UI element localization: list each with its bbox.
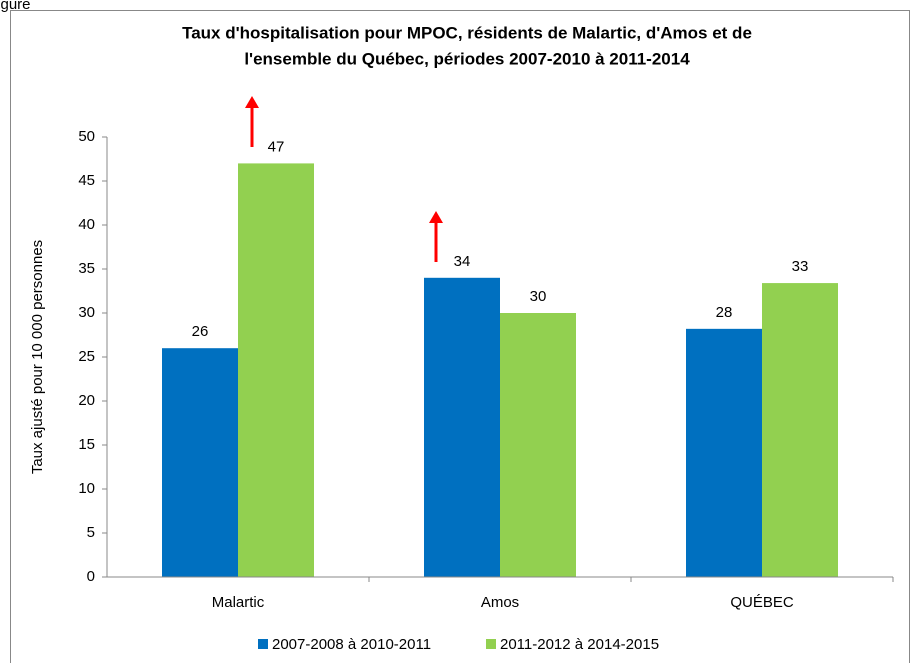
bar <box>762 283 838 577</box>
value-label: 26 <box>192 323 209 340</box>
value-label: 47 <box>268 138 285 155</box>
chart-title: l'ensemble du Québec, périodes 2007-2010… <box>244 49 690 68</box>
chart-title: Taux d'hospitalisation pour MPOC, réside… <box>182 23 752 42</box>
legend-label: 2011-2012 à 2014-2015 <box>500 636 659 653</box>
chart-border <box>10 10 910 663</box>
bar <box>162 348 238 577</box>
figure-label: Figure <box>0 0 31 13</box>
y-axis-label: Taux ajusté pour 10 000 personnes <box>29 240 46 474</box>
y-tick-label: 5 <box>87 524 95 541</box>
arrow-head <box>245 96 259 108</box>
value-label: 30 <box>530 288 547 305</box>
value-label: 28 <box>716 304 733 321</box>
y-tick-label: 45 <box>78 172 95 189</box>
bar <box>500 313 576 577</box>
value-label: 34 <box>454 253 471 270</box>
legend-swatch <box>258 639 268 649</box>
y-tick-label: 30 <box>78 304 95 321</box>
bar <box>686 328 762 577</box>
y-tick-label: 20 <box>78 392 95 409</box>
bar <box>238 163 314 577</box>
y-tick-label: 10 <box>78 480 95 497</box>
legend-swatch <box>486 639 496 649</box>
x-tick-label: Malartic <box>212 594 265 611</box>
y-tick-label: 0 <box>87 568 95 585</box>
y-tick-label: 50 <box>78 128 95 145</box>
y-tick-label: 35 <box>78 260 95 277</box>
x-tick-label: QUÉBEC <box>730 594 794 611</box>
bar <box>424 277 500 577</box>
y-tick-label: 40 <box>78 216 95 233</box>
legend-label: 2007-2008 à 2010-2011 <box>272 636 431 653</box>
arrow-head <box>429 211 443 223</box>
y-tick-label: 15 <box>78 436 95 453</box>
x-tick-label: Amos <box>481 594 519 611</box>
value-label: 33 <box>792 258 809 275</box>
y-tick-label: 25 <box>78 348 95 365</box>
arrows <box>245 96 443 262</box>
